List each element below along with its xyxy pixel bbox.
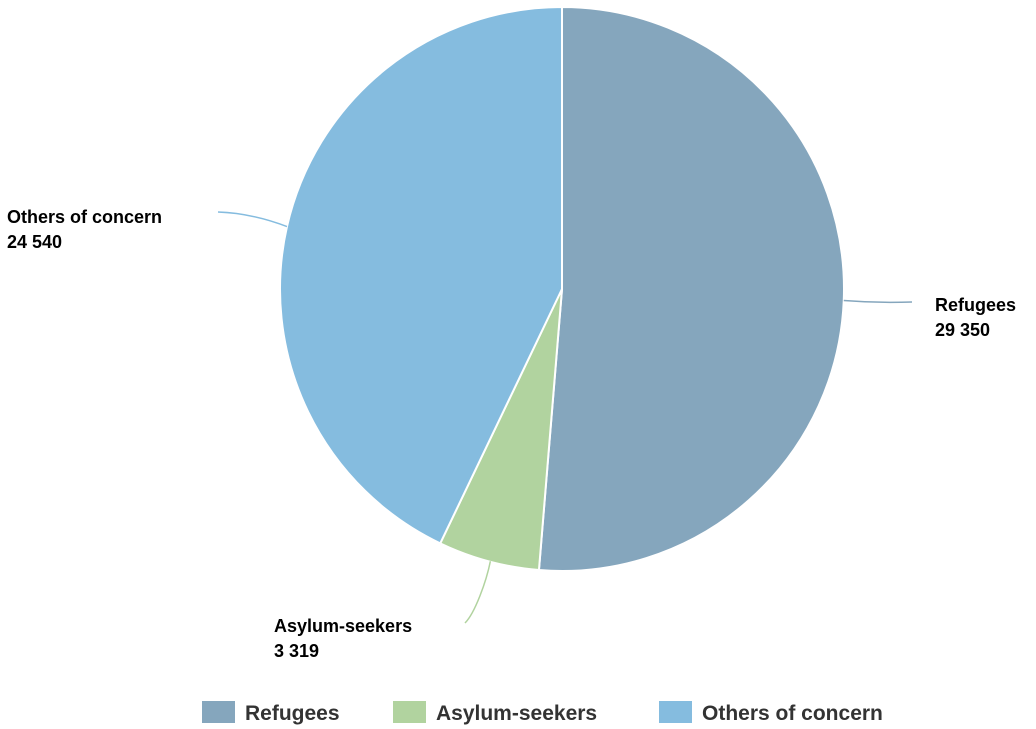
data-label-value-others-of-concern: 24 540 xyxy=(7,232,62,252)
legend-item-refugees[interactable]: Refugees xyxy=(202,701,340,725)
legend-label-others-of-concern: Others of concern xyxy=(702,702,883,725)
legend-label-asylum-seekers: Asylum-seekers xyxy=(436,702,597,725)
legend-item-others-of-concern[interactable]: Others of concern xyxy=(659,701,883,725)
pie-slice-others-of-concern[interactable] xyxy=(279,6,563,545)
data-label-value-refugees: 29 350 xyxy=(935,320,990,340)
leader-line-asylum-seekers xyxy=(464,561,492,624)
legend-swatch-asylum-seekers xyxy=(393,701,426,723)
data-label-name-asylum-seekers: Asylum-seekers xyxy=(274,616,412,636)
legend: Refugees Asylum-seekers Others of concern xyxy=(202,701,883,725)
data-label-name-refugees: Refugees xyxy=(935,295,1016,315)
leader-line-others-of-concern xyxy=(217,211,288,228)
legend-item-asylum-seekers[interactable]: Asylum-seekers xyxy=(393,701,597,725)
data-label-name-others-of-concern: Others of concern xyxy=(7,207,162,227)
legend-label-refugees: Refugees xyxy=(245,702,340,725)
pie-slice-refugees[interactable] xyxy=(537,6,845,572)
pie-leader-lines xyxy=(217,211,913,624)
legend-swatch-others-of-concern xyxy=(659,701,692,723)
pie-slices xyxy=(279,6,845,572)
legend-swatch-refugees xyxy=(202,701,235,723)
data-label-value-asylum-seekers: 3 319 xyxy=(274,641,319,661)
leader-line-refugees xyxy=(843,299,913,304)
pie-labels: Refugees 29 350 Asylum-seekers 3 319 Others … xyxy=(7,207,1016,661)
